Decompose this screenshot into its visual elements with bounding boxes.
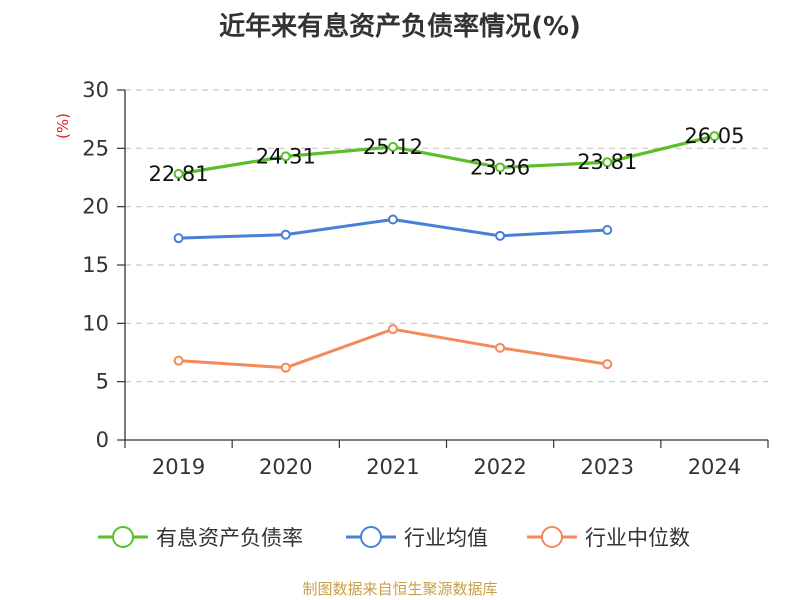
data-label: 23.81	[577, 150, 637, 174]
data-label: 26.05	[684, 124, 744, 148]
x-tick-label: 2021	[366, 455, 419, 479]
x-tick-label: 2022	[473, 455, 526, 479]
data-point	[495, 162, 506, 173]
data-label: 22.81	[149, 162, 209, 186]
x-tick-label: 2023	[581, 455, 634, 479]
data-point	[280, 151, 291, 162]
y-tick-label: 10	[82, 311, 109, 335]
y-tick-label: 20	[82, 195, 109, 219]
data-source-note: 制图数据来自恒生聚源数据库	[302, 580, 498, 598]
data-label: 25.12	[363, 135, 423, 159]
legend-label: 行业中位数	[585, 526, 690, 550]
data-point	[387, 214, 398, 225]
data-point	[387, 141, 398, 152]
data-point	[602, 359, 613, 370]
series-line	[178, 327, 608, 370]
y-tick-label: 5	[96, 370, 109, 394]
chart-title: 近年来有息资产负债率情况(%)	[219, 12, 581, 42]
x-tick-label: 2019	[152, 455, 205, 479]
data-point	[387, 324, 398, 335]
data-label: 24.31	[256, 144, 316, 168]
y-tick-label: 15	[82, 253, 109, 277]
data-point	[173, 168, 184, 179]
legend-marker	[541, 526, 563, 548]
data-point	[495, 342, 506, 353]
series-line	[178, 134, 715, 176]
data-point	[602, 225, 613, 235]
x-tick-label: 2024	[688, 455, 741, 479]
legend-label: 行业均值	[404, 526, 488, 550]
legend-label: 有息资产负债率	[156, 526, 303, 550]
data-point	[709, 131, 720, 142]
data-point	[173, 233, 184, 244]
data-point	[280, 229, 291, 240]
y-tick-label: 30	[82, 78, 109, 102]
data-point	[280, 362, 291, 373]
x-tick-label: 2020	[259, 455, 312, 479]
y-tick-label: 0	[96, 428, 109, 452]
data-point	[495, 230, 506, 241]
y-axis-label: (%)	[54, 113, 72, 139]
data-point	[173, 355, 184, 366]
legend-marker	[112, 526, 134, 548]
data-point	[602, 157, 613, 168]
legend-marker	[360, 526, 382, 548]
y-tick-label: 25	[82, 136, 109, 160]
data-label: 23.36	[470, 155, 530, 179]
